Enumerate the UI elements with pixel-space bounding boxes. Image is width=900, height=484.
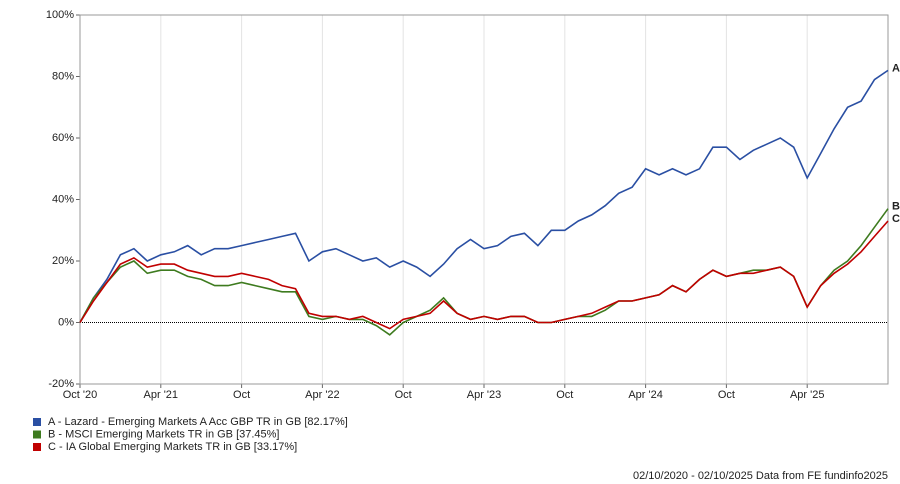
x-tick-label: Oct xyxy=(395,389,412,401)
y-tick-label: 0% xyxy=(58,316,74,328)
x-tick-label: Oct xyxy=(718,389,735,401)
end-label: A xyxy=(892,62,900,74)
end-label: C xyxy=(892,213,900,225)
x-tick-label: Oct xyxy=(233,389,250,401)
legend-swatch xyxy=(33,443,41,451)
y-tick-label: 80% xyxy=(52,70,74,82)
y-tick-label: 100% xyxy=(46,9,74,21)
y-tick-label: 60% xyxy=(52,132,74,144)
x-tick-label: Apr '25 xyxy=(790,389,825,401)
footer: 02/10/2020 - 02/10/2025 Data from FE fun… xyxy=(633,470,888,482)
y-tick-label: 40% xyxy=(52,193,74,205)
x-tick-label: Apr '21 xyxy=(144,389,179,401)
x-tick-label: Apr '23 xyxy=(467,389,502,401)
y-tick-label: -20% xyxy=(48,378,74,390)
legend-swatch xyxy=(33,430,41,439)
series-line xyxy=(79,69,889,323)
legend-label: C - IA Global Emerging Markets TR in GB … xyxy=(48,441,297,453)
y-tick-label: 20% xyxy=(52,255,74,267)
x-tick-label: Apr '22 xyxy=(305,389,340,401)
x-tick-label: Apr '24 xyxy=(628,389,663,401)
plot-frame xyxy=(79,14,889,385)
series-line xyxy=(79,220,889,330)
legend-swatch xyxy=(33,418,41,426)
x-tick-label: Oct '20 xyxy=(63,389,98,401)
legend-label: A - Lazard - Emerging Markets A Acc GBP … xyxy=(48,416,348,428)
end-label: B xyxy=(892,201,900,213)
legend-label: B - MSCI Emerging Markets TR in GB [37.4… xyxy=(48,428,279,440)
x-tick-label: Oct xyxy=(556,389,573,401)
